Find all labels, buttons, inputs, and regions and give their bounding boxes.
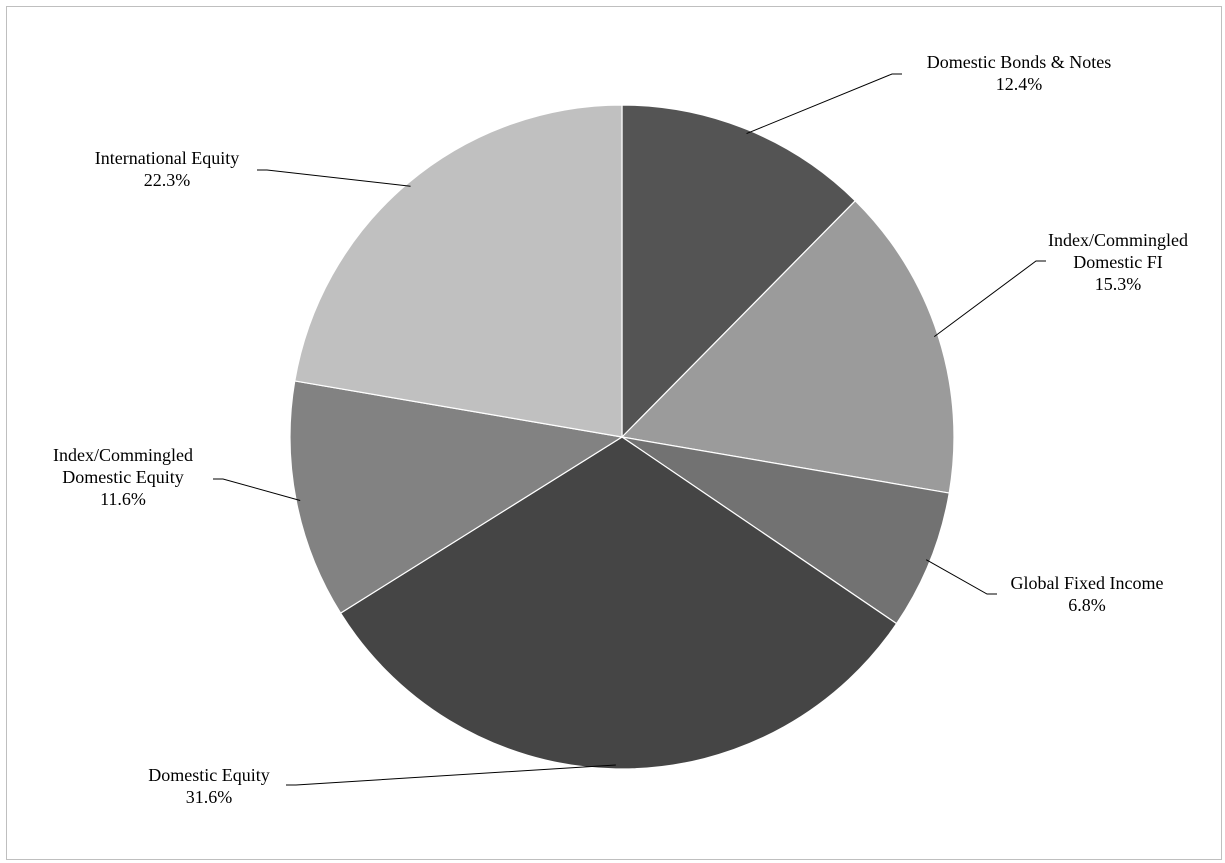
slice-domestic-equity: [339, 436, 898, 770]
label-value-domestic-equity: 31.6%: [186, 787, 233, 807]
label-name-index-commingled-domestic-equity: Index/Commingled: [53, 445, 193, 465]
slice-labels: Domestic Bonds & Notes 12.4% Index/Comming…: [53, 52, 1188, 807]
label-name-index-commingled-domestic-fi: Index/Commingled: [1048, 230, 1188, 250]
label-value-domestic-bonds-notes: 12.4%: [996, 74, 1043, 94]
label-value-index-commingled-domestic-equity: 11.6%: [100, 489, 146, 509]
label-name-domestic-bonds-notes: Domestic Bonds & Notes: [927, 52, 1112, 72]
leader-lines: [213, 73, 1046, 786]
label-name-international-equity: International Equity: [95, 148, 239, 168]
label-index-commingled-domestic-fi: Index/Commingled Domestic FI 15.3%: [1048, 230, 1188, 294]
label-name-global-fixed-income: Global Fixed Income: [1011, 573, 1164, 593]
label-international-equity: International Equity 22.3%: [95, 148, 239, 190]
pie-chart: Domestic Bonds & Notes 12.4% Index/Comming…: [53, 52, 1188, 807]
slice-international-equity: [294, 104, 623, 438]
leader-line-domestic-equity: [286, 764, 616, 786]
label-domestic-equity: Domestic Equity 31.6%: [148, 765, 269, 807]
pie-slices: [289, 104, 955, 770]
slice-index-commingled-domestic-fi: [620, 199, 955, 494]
label-domestic-bonds-notes: Domestic Bonds & Notes 12.4%: [927, 52, 1112, 94]
slice-domestic-bonds-notes: [621, 104, 857, 439]
label-global-fixed-income: Global Fixed Income 6.8%: [1011, 573, 1164, 615]
label-value-index-commingled-domestic-fi: 15.3%: [1095, 274, 1142, 294]
label-value-international-equity: 22.3%: [144, 170, 191, 190]
chart-area: Domestic Bonds & Notes 12.4% Index/Comming…: [6, 6, 1222, 860]
label-index-commingled-domestic-equity: Index/Commingled Domestic Equity 11.6%: [53, 445, 193, 509]
label-name-index-commingled-domestic-equity: Domestic Equity: [62, 467, 183, 487]
leader-line-index-commingled-domestic-fi: [933, 260, 1046, 338]
slice-global-fixed-income: [621, 436, 950, 625]
leader-line-domestic-bonds-notes: [746, 73, 902, 135]
label-name-index-commingled-domestic-fi: Domestic FI: [1073, 252, 1163, 272]
leader-line-index-commingled-domestic-equity: [213, 478, 301, 501]
label-name-domestic-equity: Domestic Equity: [148, 765, 269, 785]
label-value-global-fixed-income: 6.8%: [1068, 595, 1106, 615]
slice-index-commingled-domestic-equity: [289, 380, 624, 614]
leader-line-international-equity: [257, 169, 411, 187]
leader-line-global-fixed-income: [925, 559, 997, 595]
